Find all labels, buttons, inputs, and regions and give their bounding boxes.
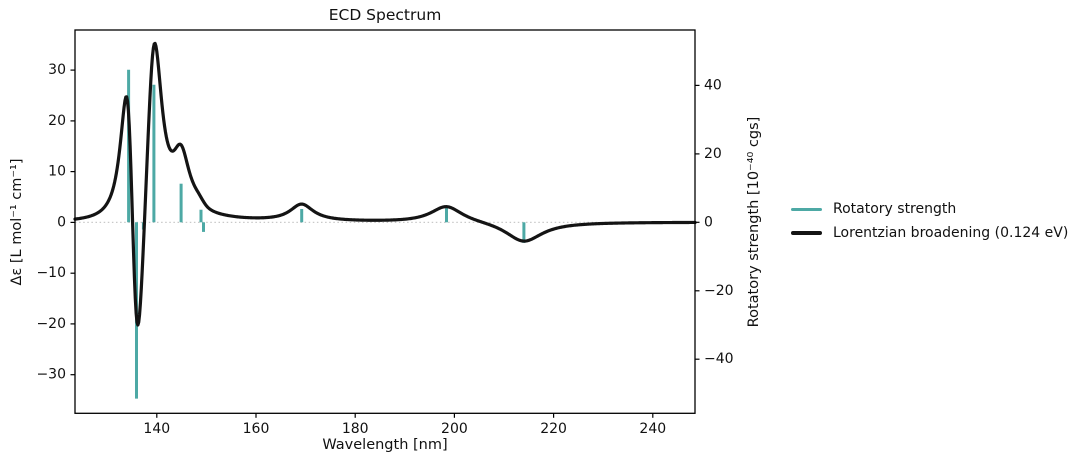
y-axis-label-left: Δε [L mol⁻¹ cm⁻¹]	[9, 158, 25, 286]
y-right-tick-label: −40	[704, 351, 734, 367]
y-right-tick-label: 20	[704, 146, 722, 162]
rotatory-strength-line-swatch	[791, 207, 822, 211]
x-tick-label: 240	[639, 421, 666, 437]
plot-frame	[74, 29, 696, 414]
y-left-tick-label: 0	[57, 214, 66, 230]
x-tick-label: 140	[143, 421, 170, 437]
y-left-tick-label: 10	[48, 164, 66, 180]
x-axis-label: Wavelength [nm]	[322, 437, 448, 453]
legend-label-lorentzian: Lorentzian broadening (0.124 eV)	[833, 225, 1069, 241]
y-axis-label-right: Rotatory strength [10⁻⁴⁰ cgs]	[746, 116, 762, 328]
y-left-tick-label: −30	[36, 367, 66, 383]
legend: Rotatory strength Lorentzian broadening …	[791, 201, 1068, 241]
y-right-tick-label: 40	[704, 77, 722, 93]
x-tick-label: 180	[342, 421, 369, 437]
legend-label-rotatory-strength: Rotatory strength	[833, 201, 957, 217]
legend-item-lorentzian: Lorentzian broadening (0.124 eV)	[791, 225, 1068, 241]
lorentzian-curve	[73, 41, 697, 327]
y-left-tick-label: −20	[36, 316, 66, 332]
y-left-tick-label: 20	[48, 113, 66, 129]
x-tick-label: 200	[441, 421, 468, 437]
x-tick-label: 220	[540, 421, 567, 437]
lorentzian-line-swatch	[791, 231, 822, 235]
y-right-tick-label: −20	[704, 283, 734, 299]
chart-title: ECD Spectrum	[328, 6, 442, 24]
x-tick-label: 160	[243, 421, 270, 437]
y-left-tick-label: −10	[36, 265, 66, 281]
legend-item-rotatory-strength: Rotatory strength	[791, 201, 1068, 217]
y-left-tick-label: 30	[48, 62, 66, 78]
y-right-tick-label: 0	[704, 214, 713, 230]
